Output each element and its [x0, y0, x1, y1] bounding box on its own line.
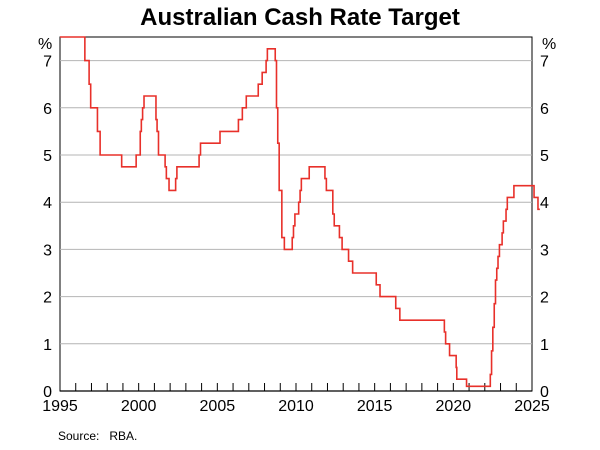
- y-tick-label-right: 7: [540, 54, 549, 71]
- x-tick-label: 2015: [357, 398, 393, 415]
- y-tick-label-left: 4: [43, 195, 52, 212]
- x-tick-label: 2010: [278, 398, 314, 415]
- y-tick-label-left: 3: [43, 242, 52, 259]
- y-tick-label-right: 3: [540, 242, 549, 259]
- y-tick-label-left: 1: [43, 337, 52, 354]
- y-axis-label-right: %: [542, 36, 556, 53]
- cash-rate-line: [60, 36, 540, 388]
- x-tick-label: 1995: [42, 398, 78, 415]
- y-tick-label-left: 2: [43, 290, 52, 307]
- y-tick-label-right: 5: [540, 148, 549, 165]
- x-tick-label: 2005: [200, 398, 236, 415]
- y-axis-label-left: %: [38, 36, 52, 53]
- y-tick-label-left: 6: [43, 101, 52, 118]
- y-tick-label-right: 2: [540, 290, 549, 307]
- x-tick-label: 2000: [121, 398, 157, 415]
- x-tick-label: 2025: [514, 398, 550, 415]
- y-tick-label-left: 7: [43, 54, 52, 71]
- y-tick-label-left: 0: [43, 384, 52, 401]
- x-tick-label: 2020: [436, 398, 472, 415]
- y-tick-label-right: 1: [540, 337, 549, 354]
- y-tick-label-right: 6: [540, 101, 549, 118]
- chart-title: Australian Cash Rate Target: [140, 4, 460, 31]
- y-tick-label-right: 0: [540, 384, 549, 401]
- source-note: Source: RBA.: [58, 429, 138, 443]
- y-tick-label-right: 4: [540, 195, 549, 212]
- y-tick-label-left: 5: [43, 148, 52, 165]
